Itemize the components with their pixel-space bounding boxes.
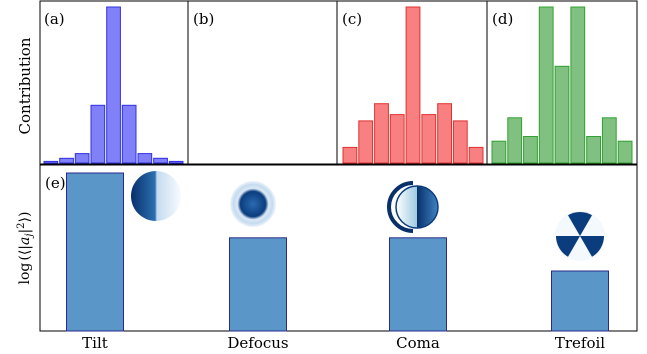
panel-a-label: (a) — [44, 10, 65, 28]
bar — [507, 117, 523, 164]
bar — [106, 6, 121, 164]
panel-b-label: (b) — [193, 10, 214, 28]
bar — [468, 146, 484, 164]
category-label-defocus: Defocus — [227, 334, 288, 352]
panel-d-label: (d) — [492, 10, 513, 28]
panel-c-bars — [342, 6, 484, 164]
bar — [405, 6, 421, 164]
top-y-axis-label: Contribution — [16, 37, 34, 134]
trefoil-mode-icon — [555, 211, 605, 261]
bar — [342, 146, 358, 164]
bar — [43, 160, 59, 164]
category-label-tilt: Tilt — [82, 334, 108, 352]
panel-e-frame — [39, 164, 638, 332]
bar — [601, 117, 617, 164]
panel-c-label: (c) — [342, 10, 362, 28]
defocus-mode-icon — [230, 181, 276, 227]
bar — [554, 65, 570, 164]
bar — [90, 104, 106, 164]
bar-tilt — [66, 172, 124, 332]
bar — [59, 157, 74, 164]
bar — [523, 136, 538, 164]
category-label-coma: Coma — [396, 334, 440, 352]
coma-mode-icon — [387, 181, 439, 233]
bar — [538, 6, 554, 164]
bar — [137, 153, 153, 164]
bar — [421, 114, 437, 164]
tilt-mode-icon — [131, 171, 181, 221]
bar — [437, 103, 453, 164]
trefoil-wedge — [580, 236, 604, 257]
bar — [74, 153, 90, 164]
panel-e-bars — [66, 172, 609, 332]
panel-d-frame — [486, 0, 638, 165]
bar — [153, 157, 168, 164]
bar — [358, 120, 374, 164]
panel-e-label: (e) — [45, 174, 66, 192]
bar — [491, 140, 507, 164]
bar-trefoil — [551, 270, 609, 332]
panel-a-bars — [43, 6, 184, 164]
trefoil-wedge — [568, 211, 592, 236]
panel-d-bars — [491, 6, 633, 164]
category-label-trefoil: Trefoil — [555, 334, 605, 352]
bar — [389, 114, 405, 164]
bar — [570, 6, 586, 164]
bar-coma — [389, 237, 447, 332]
bar — [121, 104, 137, 164]
bar — [617, 140, 633, 164]
bar — [168, 160, 184, 164]
bar-defocus — [229, 237, 287, 332]
bottom-y-axis-label: log(⟨|aj|2⟩) — [16, 211, 35, 284]
panel-e-category-labels: Tilt Defocus Coma Trefoil — [82, 334, 605, 352]
trefoil-wedge — [556, 236, 580, 257]
bar — [452, 120, 468, 164]
bar — [374, 103, 389, 164]
bar — [586, 136, 602, 164]
